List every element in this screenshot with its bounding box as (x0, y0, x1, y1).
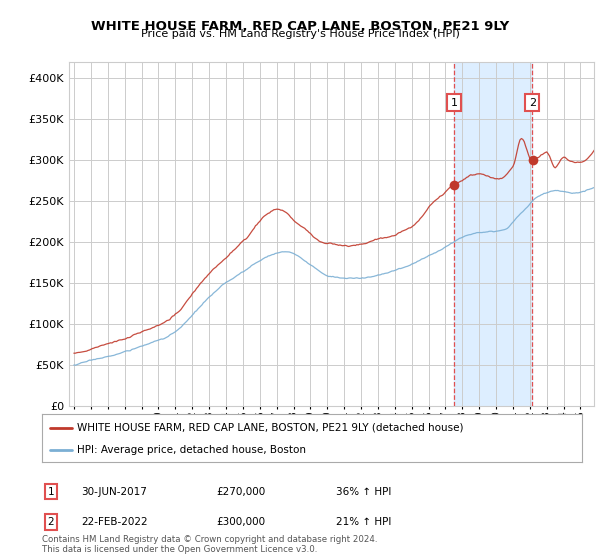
Text: 22-FEB-2022: 22-FEB-2022 (81, 517, 148, 527)
Text: 36% ↑ HPI: 36% ↑ HPI (336, 487, 391, 497)
Text: 2: 2 (529, 97, 536, 108)
Text: £300,000: £300,000 (216, 517, 265, 527)
Text: HPI: Average price, detached house, Boston: HPI: Average price, detached house, Bost… (77, 445, 306, 455)
Text: 1: 1 (47, 487, 55, 497)
Text: Price paid vs. HM Land Registry's House Price Index (HPI): Price paid vs. HM Land Registry's House … (140, 29, 460, 39)
Text: £270,000: £270,000 (216, 487, 265, 497)
Text: WHITE HOUSE FARM, RED CAP LANE, BOSTON, PE21 9LY (detached house): WHITE HOUSE FARM, RED CAP LANE, BOSTON, … (77, 423, 464, 433)
Text: 21% ↑ HPI: 21% ↑ HPI (336, 517, 391, 527)
Text: 30-JUN-2017: 30-JUN-2017 (81, 487, 147, 497)
Text: Contains HM Land Registry data © Crown copyright and database right 2024.
This d: Contains HM Land Registry data © Crown c… (42, 535, 377, 554)
Bar (454, 62, 532, 406)
Text: WHITE HOUSE FARM, RED CAP LANE, BOSTON, PE21 9LY: WHITE HOUSE FARM, RED CAP LANE, BOSTON, … (91, 20, 509, 32)
Text: 1: 1 (451, 97, 457, 108)
Text: 2: 2 (47, 517, 55, 527)
